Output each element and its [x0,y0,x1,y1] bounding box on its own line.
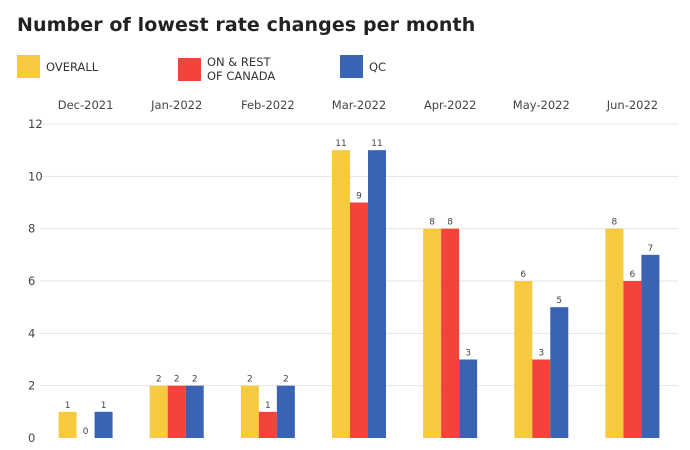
category-label-feb-2022: Feb-2022 [241,98,295,112]
legend-item-overall: OVERALL [17,55,98,78]
bar-overall-mar-2022 [332,150,350,438]
y-tick-label-12: 12 [28,117,43,131]
legend-item-qc: QC [340,55,386,78]
bar-overall-may-2022 [514,281,533,438]
data-label-overall-apr-2022: 8 [429,218,435,228]
data-label-on-rest-of-canada-may-2022: 3 [538,349,544,359]
legend-swatch-overall [17,55,40,78]
bar-overall-jan-2022 [149,385,168,438]
data-label-qc-dec-2021: 1 [101,401,107,411]
data-label-overall-jan-2022: 2 [156,375,162,385]
data-label-on-rest-of-canada-apr-2022: 8 [447,218,453,228]
bar-qc-dec-2021 [94,411,113,438]
bar-on-rest-of-canada-feb-2022 [258,411,277,438]
data-label-qc-feb-2022: 2 [283,375,289,385]
data-label-on-rest-of-canada-dec-2021: 0 [83,427,89,437]
data-label-overall-may-2022: 6 [520,270,526,280]
bar-on-rest-of-canada-jun-2022 [623,281,642,438]
legend-label-on-rest-of-canada: ON & REST OF CANADA [207,55,276,83]
category-label-apr-2022: Apr-2022 [424,98,477,112]
data-label-qc-apr-2022: 3 [465,349,471,359]
bar-overall-feb-2022 [240,385,259,438]
category-label-dec-2021: Dec-2021 [58,98,114,112]
bar-qc-jan-2022 [185,385,204,438]
data-label-qc-may-2022: 5 [556,296,562,306]
data-label-on-rest-of-canada-feb-2022: 1 [265,401,271,411]
bar-on-rest-of-canada-jan-2022 [167,385,186,438]
data-label-overall-mar-2022: 11 [335,139,346,149]
y-tick-label-0: 0 [28,431,35,445]
data-label-qc-jun-2022: 7 [648,244,654,254]
data-label-on-rest-of-canada-jun-2022: 6 [630,270,636,280]
legend-label-qc: QC [369,59,387,74]
bar-qc-mar-2022 [368,150,386,438]
data-label-overall-feb-2022: 2 [247,375,253,385]
legend-swatch-on-rest-of-canada [178,57,201,81]
bar-qc-jun-2022 [641,254,660,438]
bar-overall-jun-2022 [605,228,624,438]
y-tick-label-10: 10 [28,169,43,183]
data-label-qc-mar-2022: 11 [371,139,382,149]
data-label-qc-jan-2022: 2 [192,375,198,385]
data-label-overall-dec-2021: 1 [65,401,71,411]
bar-on-rest-of-canada-may-2022 [532,359,551,438]
bar-qc-may-2022 [550,307,569,438]
bar-overall-apr-2022 [423,228,442,438]
y-tick-label-2: 2 [28,379,35,393]
chart-title: Number of lowest rate changes per month [17,14,476,36]
data-label-overall-jun-2022: 8 [612,218,618,228]
y-tick-label-8: 8 [28,222,35,236]
category-label-may-2022: May-2022 [513,98,570,112]
y-tick-label-6: 6 [28,274,35,288]
legend-label-overall: OVERALL [46,59,99,74]
bar-qc-apr-2022 [459,359,478,438]
legend: OVERALL ON & REST OF CANADA QC [17,55,677,91]
data-label-on-rest-of-canada-jan-2022: 2 [174,375,180,385]
category-label-jun-2022: Jun-2022 [606,98,658,112]
y-tick-label-4: 4 [28,326,35,340]
legend-item-on-rest-of-canada: ON & REST OF CANADA [178,55,275,83]
data-label-on-rest-of-canada-mar-2022: 9 [356,192,362,202]
category-label-mar-2022: Mar-2022 [332,98,386,112]
bar-on-rest-of-canada-mar-2022 [350,202,368,438]
bar-qc-feb-2022 [276,385,295,438]
bar-on-rest-of-canada-apr-2022 [441,228,460,438]
category-label-jan-2022: Jan-2022 [150,98,202,112]
legend-swatch-qc [340,55,363,78]
bar-overall-dec-2021 [58,411,77,438]
